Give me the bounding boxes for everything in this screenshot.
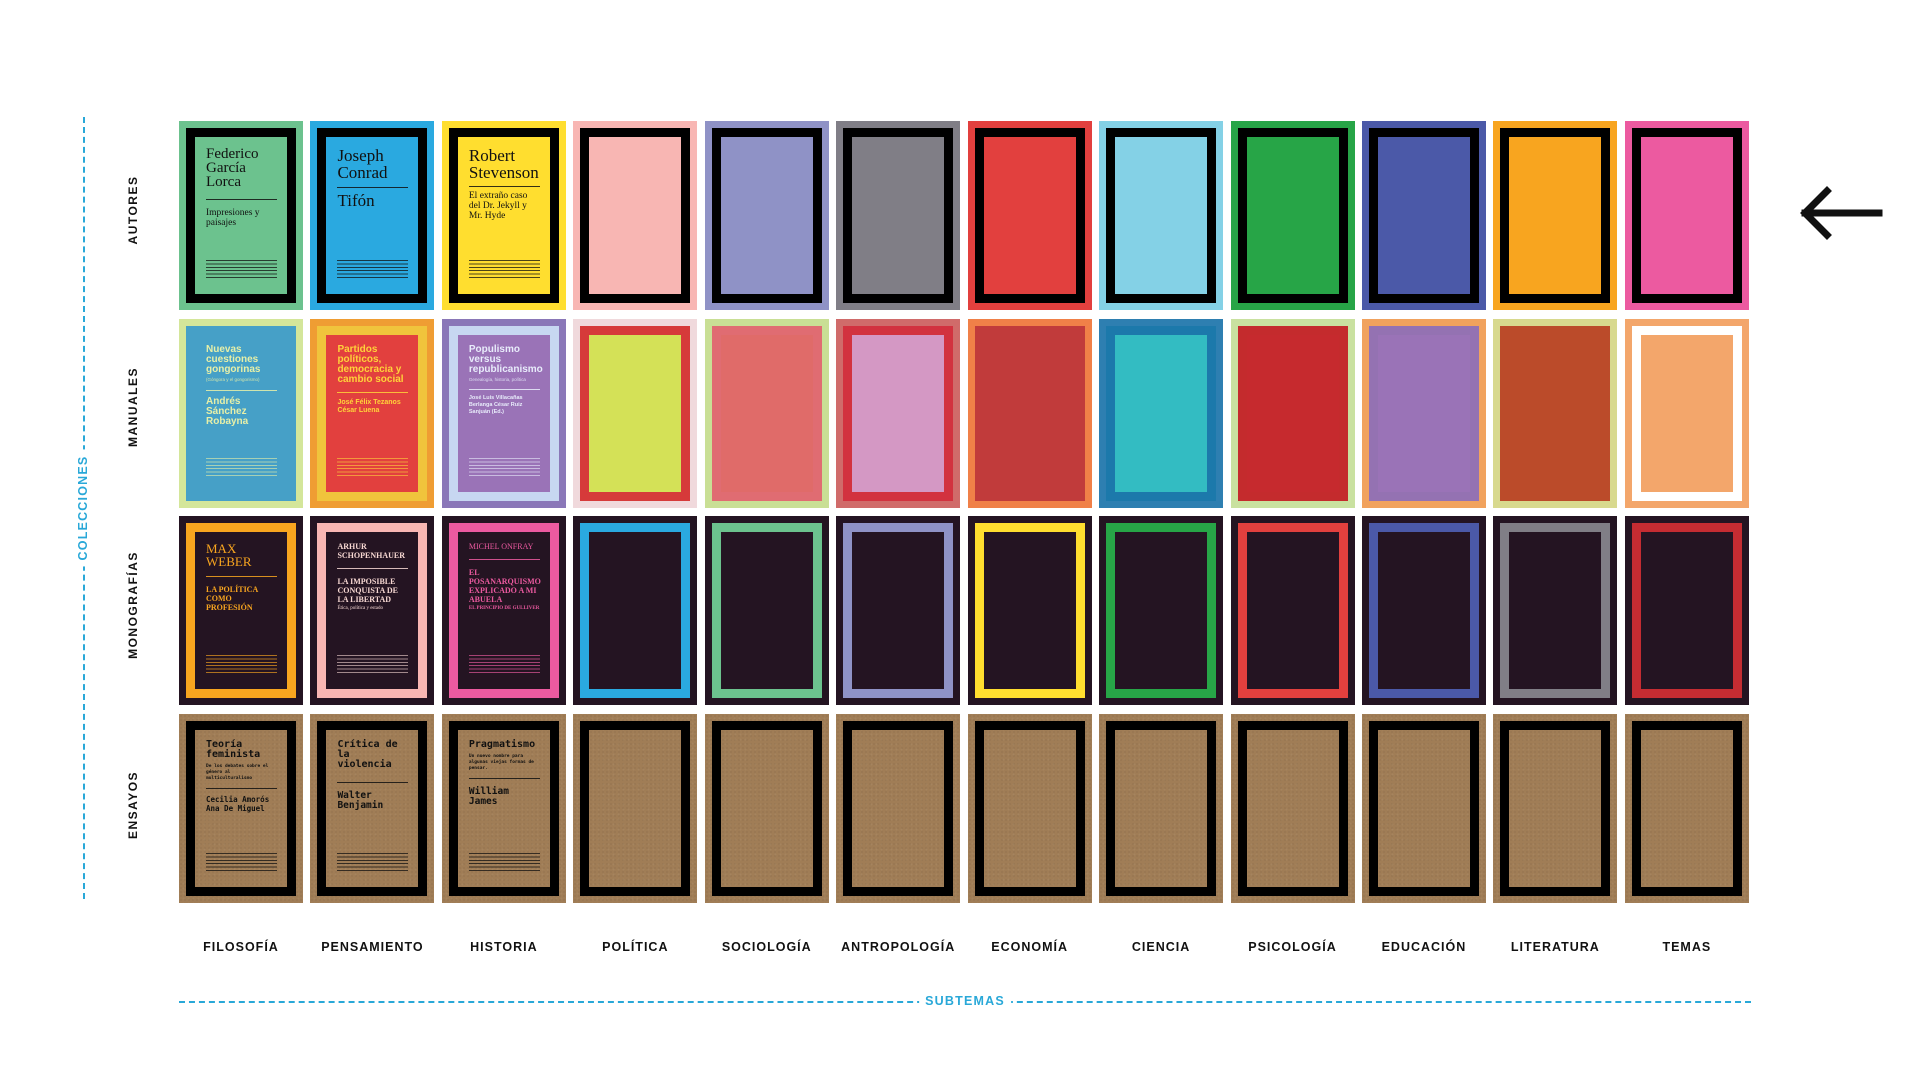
book-cover-monografias-ciencia bbox=[1099, 516, 1224, 706]
book-cover-ensayos-educacion bbox=[1361, 713, 1486, 903]
book-cover-autores-sociologia bbox=[704, 121, 829, 310]
cover-subtitle: (Góngora y el gongorismo) bbox=[206, 376, 260, 382]
book-cover-manuales-sociologia bbox=[704, 318, 829, 508]
column-label-politica: POLÍTICA bbox=[602, 940, 669, 954]
book-cover-autores-politica bbox=[573, 121, 698, 310]
book-cover-manuales-literatura bbox=[1493, 318, 1618, 508]
cover-title: Impresiones y paisajes bbox=[206, 208, 260, 228]
book-cover-autores-historia: Robert Stevenson El extraño caso del Dr.… bbox=[441, 121, 566, 310]
book-cover-ensayos-ciencia bbox=[1099, 713, 1224, 903]
book-cover-manuales-economia bbox=[967, 318, 1092, 508]
cover-subtitle: EL PRINCIPIO DE GULLIVER bbox=[468, 606, 540, 612]
cover-author: ARHUR SCHOPENHAUER bbox=[337, 542, 405, 561]
book-cover-ensayos-filosofia: Teoría feminista De los debates sobre el… bbox=[179, 713, 303, 903]
cover-author: Joseph Conrad bbox=[337, 146, 388, 182]
cover-author: José Luis Villacañas Berlanga César Ruiz… bbox=[468, 394, 523, 415]
column-label-psicologia: PSICOLOGÍA bbox=[1248, 940, 1337, 954]
book-cover-autores-filosofia: Federico García Lorca Impresiones y pais… bbox=[179, 121, 303, 310]
book-cover-monografias-politica bbox=[573, 516, 698, 706]
book-cover-autores-antropologia bbox=[836, 121, 961, 310]
cover-author: José Félix Tezanos César Luena bbox=[337, 398, 401, 414]
row-label-monografias: MONOGRAFÍAS bbox=[126, 551, 140, 659]
book-cover-manuales-pensamiento: Partidos políticos, democracia y cambio … bbox=[310, 318, 435, 508]
book-cover-autores-economia bbox=[967, 121, 1092, 310]
cover-author: Cecilia Amorós Ana De Miguel bbox=[206, 794, 270, 813]
book-cover-autores-pensamiento: Joseph Conrad Tifón bbox=[310, 121, 435, 310]
column-label-economia: ECONOMÍA bbox=[991, 940, 1068, 954]
book-cover-manuales-politica bbox=[573, 318, 698, 508]
book-cover-manuales-ciencia bbox=[1099, 318, 1224, 508]
cover-author: William James bbox=[468, 785, 509, 807]
book-cover-monografias-educacion bbox=[1361, 516, 1486, 706]
cover-subtitle: Genealogía, historia, política bbox=[468, 376, 526, 382]
cover-author: Andrés Sánchez Robayna bbox=[206, 395, 249, 427]
book-cover-monografias-literatura bbox=[1493, 516, 1618, 706]
book-cover-monografias-sociologia bbox=[704, 516, 829, 706]
book-cover-ensayos-historia: Pragmatismo Un nuevo nombre para algunas… bbox=[441, 713, 566, 903]
book-cover-autores-ciencia bbox=[1099, 121, 1224, 310]
book-cover-manuales-historia: Populismo versus republicanismo Genealog… bbox=[441, 318, 566, 508]
row-label-autores: AUTORES bbox=[126, 175, 140, 245]
column-label-filosofia: FILOSOFÍA bbox=[203, 940, 279, 954]
cover-subtitle: Ética, política y estado bbox=[337, 606, 383, 612]
book-cover-ensayos-pensamiento: Crítica de la violencia Walter Benjamin bbox=[310, 713, 435, 903]
cover-title: Crítica de la violencia bbox=[337, 738, 398, 770]
row-label-manuales: MANUALES bbox=[126, 367, 140, 447]
cover-title: Nuevas cuestiones gongorinas bbox=[206, 343, 261, 375]
book-cover-monografias-historia: MICHEL ONFRAY EL POSANARQUISMO EXPLICADO… bbox=[441, 516, 566, 706]
subtemas-axis-label: SUBTEMAS bbox=[919, 994, 1011, 1008]
cover-subtitle: Un nuevo nombre para algunas viejas form… bbox=[468, 753, 534, 771]
cover-title: LA POLÍTICA COMO PROFESIÓN bbox=[206, 585, 258, 613]
cover-author: MICHEL ONFRAY bbox=[468, 542, 534, 552]
collections-grid: Federico García Lorca Impresiones y pais… bbox=[179, 121, 1751, 903]
book-cover-monografias-temas bbox=[1624, 516, 1749, 706]
book-cover-monografias-antropologia bbox=[836, 516, 961, 706]
book-cover-ensayos-psicologia bbox=[1230, 713, 1355, 903]
book-cover-ensayos-sociologia bbox=[704, 713, 829, 903]
book-cover-manuales-psicologia bbox=[1230, 318, 1355, 508]
book-cover-monografias-economia bbox=[967, 516, 1092, 706]
cover-title: EL POSANARQUISMO EXPLICADO A MI ABUELA bbox=[468, 568, 541, 605]
cover-title: Pragmatismo bbox=[468, 738, 536, 750]
book-cover-manuales-filosofia: Nuevas cuestiones gongorinas (Góngora y … bbox=[179, 318, 303, 508]
cover-author: Robert Stevenson bbox=[468, 146, 539, 182]
book-cover-autores-literatura bbox=[1493, 121, 1618, 310]
row-label-ensayos: ENSAYOS bbox=[126, 770, 140, 840]
column-label-ciencia: CIENCIA bbox=[1131, 940, 1191, 954]
book-cover-autores-psicologia bbox=[1230, 121, 1355, 310]
cover-title: Tifón bbox=[337, 191, 375, 210]
cover-title: El extraño caso del Dr. Jekyll y Mr. Hyd… bbox=[468, 191, 528, 221]
column-label-literatura: LITERATURA bbox=[1510, 940, 1600, 954]
book-cover-monografias-pensamiento: ARHUR SCHOPENHAUER LA IMPOSIBLE CONQUIST… bbox=[310, 516, 435, 706]
book-cover-ensayos-literatura bbox=[1493, 713, 1618, 903]
column-label-historia: HISTORIA bbox=[470, 940, 538, 954]
book-cover-manuales-temas bbox=[1624, 318, 1749, 508]
cover-title: Teoría feminista bbox=[206, 738, 261, 760]
cover-title: Populismo versus republicanismo bbox=[468, 343, 543, 375]
book-cover-ensayos-antropologia bbox=[836, 713, 961, 903]
cover-author: Federico García Lorca bbox=[206, 146, 259, 190]
column-label-antropologia: ANTROPOLOGÍA bbox=[841, 940, 956, 954]
column-label-pensamiento: PENSAMIENTO bbox=[321, 940, 424, 954]
book-cover-ensayos-temas bbox=[1624, 713, 1749, 903]
cover-author: MAX WEBER bbox=[206, 541, 252, 570]
book-cover-manuales-educacion bbox=[1361, 318, 1486, 508]
cover-title: Partidos políticos, democracia y cambio … bbox=[337, 343, 404, 385]
book-cover-manuales-antropologia bbox=[836, 318, 961, 508]
column-label-temas: TEMAS bbox=[1662, 940, 1712, 954]
cover-title: LA IMPOSIBLE CONQUISTA DE LA LIBERTAD bbox=[337, 577, 398, 605]
column-labels: FILOSOFÍA PENSAMIENTO HISTORIA POLÍTICA … bbox=[179, 940, 1751, 954]
book-cover-monografias-filosofia: MAX WEBER LA POLÍTICA COMO PROFESIÓN bbox=[179, 516, 303, 706]
book-cover-autores-temas bbox=[1624, 121, 1749, 310]
arrow-left-icon bbox=[1800, 186, 1883, 240]
book-cover-autores-educacion bbox=[1361, 121, 1486, 310]
column-label-educacion: EDUCACIÓN bbox=[1381, 940, 1467, 954]
cover-author: Walter Benjamin bbox=[337, 789, 384, 811]
book-cover-ensayos-economia bbox=[967, 713, 1092, 903]
colecciones-axis-label: COLECCIONES bbox=[76, 449, 90, 567]
book-cover-monografias-psicologia bbox=[1230, 516, 1355, 706]
cover-subtitle: De los debates sobre el género al multic… bbox=[206, 763, 269, 781]
column-label-sociologia: SOCIOLOGÍA bbox=[721, 940, 812, 954]
book-cover-ensayos-politica bbox=[573, 713, 698, 903]
